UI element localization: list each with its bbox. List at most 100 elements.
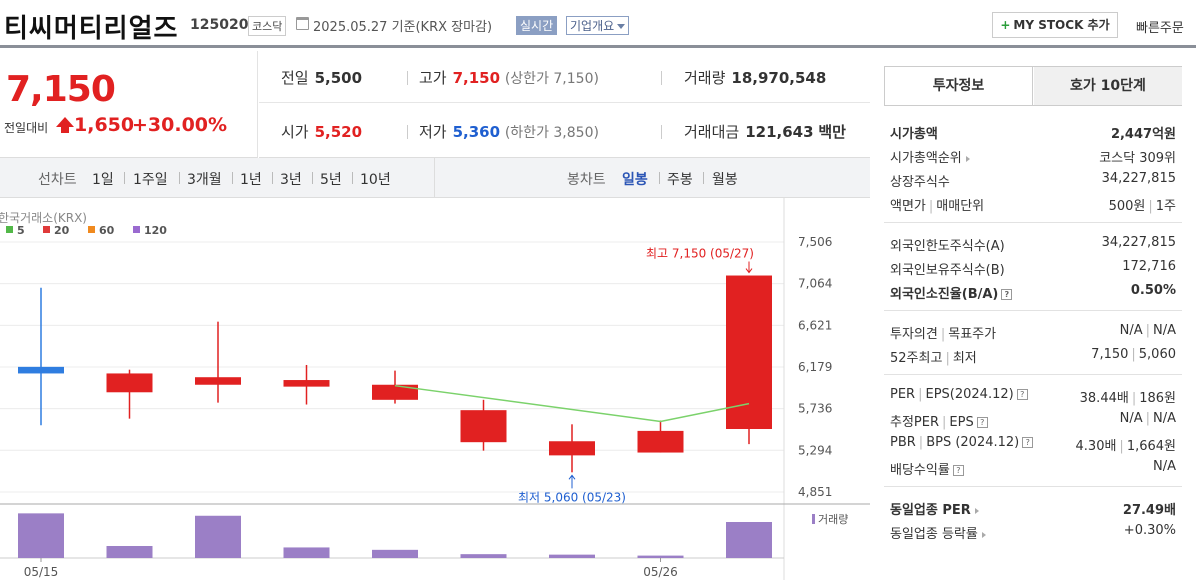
candle-body bbox=[106, 373, 153, 393]
ma-legend-swatch bbox=[133, 226, 140, 233]
divider bbox=[179, 172, 180, 184]
foreign-rate-value: 0.50% bbox=[1130, 283, 1176, 298]
high-value: 7,150 bbox=[452, 69, 501, 87]
help-icon[interactable]: ? bbox=[1016, 389, 1028, 400]
chart-source: 한국거래소(KRX) bbox=[0, 211, 87, 225]
foreign-hold-label: 외국인보유주식수(B) bbox=[890, 263, 1005, 278]
market-cap-rank[interactable]: 시가총액순위 bbox=[890, 147, 970, 166]
dividend-label: 배당수익률 bbox=[890, 463, 950, 478]
market-cap-label: 시가총액 bbox=[890, 127, 938, 142]
calendar-icon bbox=[296, 17, 309, 30]
chevron-right-icon bbox=[965, 155, 970, 162]
divider bbox=[352, 172, 353, 184]
investment-info-panel: 투자정보 호가 10단계 시가총액 2,447억원 시가총액순위 코스닥 309위 … bbox=[884, 66, 1184, 580]
period-5y[interactable]: 5년 bbox=[320, 172, 342, 188]
ma-legend-swatch bbox=[43, 226, 50, 233]
company-overview-dropdown[interactable]: 기업개요 bbox=[566, 16, 630, 35]
shares-label: 상장주식수 bbox=[890, 175, 950, 190]
est-per-value: N/A bbox=[1119, 411, 1143, 426]
sector-change-value: +0.30% bbox=[1123, 523, 1176, 538]
period-1w[interactable]: 1주일 bbox=[133, 172, 168, 188]
per-values: 38.44배 | 186원 bbox=[1080, 387, 1176, 406]
tab-order-book[interactable]: 호가 10단계 bbox=[1034, 67, 1182, 105]
stock-code: 125020 bbox=[190, 17, 249, 33]
quick-order-link[interactable]: 빠른주문 bbox=[1136, 21, 1184, 36]
realtime-button[interactable]: 실시간 bbox=[516, 16, 558, 35]
divider bbox=[884, 480, 1182, 496]
candle-body bbox=[637, 430, 684, 453]
divider bbox=[884, 216, 1182, 232]
trade-value-value: 121,643 bbox=[745, 123, 814, 141]
candle-body bbox=[195, 377, 241, 385]
divider: | bbox=[1148, 199, 1153, 214]
help-icon[interactable]: ? bbox=[1001, 289, 1013, 300]
high-annotation: 최고 7,150 (05/27) bbox=[646, 247, 754, 261]
candle-daily[interactable]: 일봉 bbox=[622, 172, 648, 188]
low-price: 저가 5,360 (하한가 3,850) bbox=[419, 121, 599, 142]
volume-bar bbox=[106, 546, 153, 558]
est-eps-value: N/A bbox=[1153, 411, 1176, 426]
chevron-right-icon bbox=[974, 507, 979, 514]
period-1d[interactable]: 1일 bbox=[92, 172, 114, 188]
bps-label: BPS (2024.12) bbox=[926, 435, 1020, 450]
help-icon[interactable]: ? bbox=[952, 465, 964, 476]
trade-value-unit: 백만 bbox=[818, 123, 846, 141]
est-per-labels: 추정PER | EPS? bbox=[890, 411, 988, 430]
candle-body bbox=[372, 384, 418, 400]
ma-legend-label: 5 bbox=[17, 224, 25, 237]
divider: | bbox=[942, 415, 947, 430]
volume-bar bbox=[637, 555, 684, 558]
volume-value: 18,970,548 bbox=[731, 69, 827, 87]
trade-unit-label: 매매단위 bbox=[936, 199, 985, 214]
divider bbox=[884, 304, 1182, 320]
x-tick-label: 05/15 bbox=[24, 565, 59, 579]
trade-value: 거래대금 121,643 백만 bbox=[684, 121, 846, 142]
shares-value: 34,227,815 bbox=[1101, 171, 1176, 186]
open-price: 시가 5,520 bbox=[281, 121, 362, 142]
candle-monthly[interactable]: 월봉 bbox=[712, 172, 738, 188]
divider bbox=[659, 172, 660, 184]
foreign-rate: 외국인소진율(B/A)? bbox=[890, 283, 1013, 302]
volume-bar bbox=[18, 513, 64, 558]
bps-value: 1,664원 bbox=[1126, 439, 1176, 454]
ma-legend-swatch bbox=[6, 226, 13, 233]
per-labels: PER | EPS(2024.12)? bbox=[890, 387, 1028, 402]
divider bbox=[407, 71, 408, 85]
candlestick-chart[interactable]: 7,506 7,064 6,621 6,179 5,736 5,294 4,851 한국거래소… bbox=[0, 198, 870, 580]
period-10y[interactable]: 10년 bbox=[360, 172, 391, 188]
eps-label: EPS(2024.12) bbox=[925, 387, 1014, 402]
volume-bar bbox=[726, 522, 772, 558]
opinion-values: N/A | N/A bbox=[1120, 323, 1176, 338]
price-chart[interactable]: 7,506 7,064 6,621 6,179 5,736 5,294 4,851 한국거래소… bbox=[0, 198, 870, 580]
target-label: 목표주가 bbox=[948, 327, 997, 342]
est-per-values: N/A | N/A bbox=[1120, 411, 1176, 426]
sector-per[interactable]: 동일업종 PER bbox=[890, 499, 979, 518]
foreign-limit-value: 34,227,815 bbox=[1101, 235, 1176, 250]
foreign-limit-label: 외국인한도주식수(A) bbox=[890, 239, 1005, 254]
period-3y[interactable]: 3년 bbox=[280, 172, 302, 188]
y-tick-label: 7,064 bbox=[798, 277, 832, 291]
low-label: 저가 bbox=[419, 123, 447, 141]
high-label: 고가 bbox=[419, 69, 447, 87]
volume-bar bbox=[195, 515, 241, 558]
volume: 거래량 18,970,548 bbox=[684, 67, 826, 88]
sector-change[interactable]: 동일업종 등락률 bbox=[890, 523, 986, 542]
divider bbox=[661, 71, 662, 85]
w52-labels: 52주최고 | 최저 bbox=[890, 347, 977, 366]
sector-change-label: 동일업종 등락률 bbox=[890, 527, 978, 542]
candle-weekly[interactable]: 주봉 bbox=[667, 172, 693, 188]
divider: | bbox=[1119, 439, 1124, 454]
add-mystock-button[interactable]: + MY STOCK 추가 bbox=[992, 12, 1118, 38]
period-1y[interactable]: 1년 bbox=[240, 172, 262, 188]
lower-limit: (하한가 3,850) bbox=[504, 125, 599, 141]
ma-legend-label: 120 bbox=[144, 224, 167, 237]
x-tick-label: 05/26 bbox=[643, 565, 678, 579]
help-icon[interactable]: ? bbox=[976, 417, 988, 428]
est-per-label: 추정PER bbox=[890, 415, 940, 430]
help-icon[interactable]: ? bbox=[1022, 437, 1034, 448]
y-tick-label: 7,506 bbox=[798, 235, 832, 249]
period-3m[interactable]: 3개월 bbox=[187, 172, 222, 188]
par-label: 액면가 bbox=[890, 199, 926, 214]
tab-investment-info[interactable]: 투자정보 bbox=[885, 67, 1033, 105]
upper-limit: (상한가 7,150) bbox=[504, 71, 599, 87]
